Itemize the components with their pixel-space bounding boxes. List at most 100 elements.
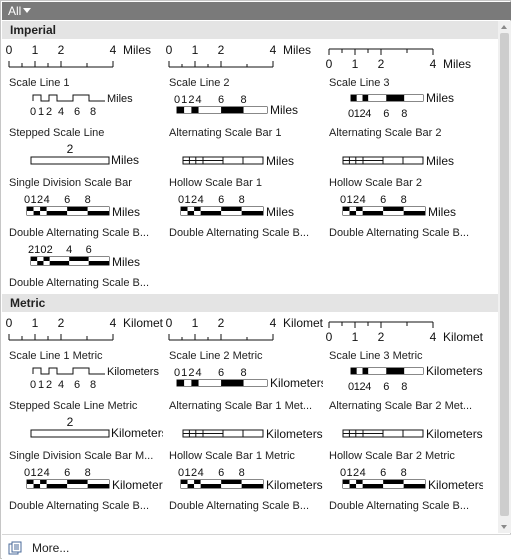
tick-label: 8 <box>401 108 407 120</box>
tick-label: 6 <box>218 367 224 379</box>
tick-label: 0 <box>326 57 333 71</box>
scale-bar-item-label: Double Alternating Scale B... <box>169 227 310 239</box>
tick-label: 2 <box>191 467 197 479</box>
scale-bar-item[interactable]: 0 1 2 4 Miles Scale Line 2 <box>165 41 323 91</box>
tick-label: 2 <box>58 43 65 57</box>
tick-label: 1 <box>34 244 40 256</box>
tick-label: 6 <box>380 194 386 206</box>
scale-bar-item[interactable]: 0 1 2 4 Miles Scale Line 3 <box>325 41 483 91</box>
scale-bar-item-label: Hollow Scale Bar 2 Metric <box>329 450 455 462</box>
scale-bar-item-label: Alternating Scale Bar 1 <box>169 127 282 139</box>
tick-label: 4 <box>196 94 202 106</box>
scale-bar-item[interactable]: Miles Hollow Scale Bar 1 <box>165 141 323 191</box>
tick-label: 8 <box>239 194 245 206</box>
tick-label: 4 <box>58 379 64 391</box>
scale-bar-item[interactable]: 0 1 2 4 6 8 Miles Alternating Scale Bar 2 <box>325 91 483 141</box>
tick-label: 8 <box>401 381 407 393</box>
scale-bar-item[interactable]: 0 1 2 4 6 8 Miles Alternating Scale Bar 1 <box>165 91 323 141</box>
scale-bar-item[interactable]: 0 1 2 4 Kilometers Scale Line 2 Metric <box>165 314 323 364</box>
tick-label: 6 <box>86 244 92 256</box>
scale-bar-preview: Kilometers <box>182 427 323 441</box>
scale-bar-preview: 2 Kilometers <box>30 415 163 440</box>
tick-label: 2 <box>46 106 52 118</box>
tick-label: 2 <box>188 367 194 379</box>
scale-bar-preview: 0 1 2 4 6 8 Miles <box>178 194 294 219</box>
scale-bar-item[interactable]: 2 1 0 2 4 6 Miles Double Alternating Scale B... <box>5 241 163 291</box>
scale-bar-item[interactable]: 0 1 2 4 6 8 Miles Double Alternating Scale B... <box>5 191 163 241</box>
tick-label: 8 <box>401 194 407 206</box>
scale-bar-item[interactable]: 0 1 2 4 6 8 Miles Double Alternating Scale B... <box>165 191 323 241</box>
tick-label: Miles <box>426 154 454 168</box>
scroll-up-button[interactable] <box>498 21 511 33</box>
tick-label: 2 <box>28 244 34 256</box>
scale-bar-item[interactable]: 0 1 2 4 Kilometers Scale Line 1 Metric <box>5 314 163 364</box>
scale-bar-item[interactable]: 2 Miles Single Division Scale Bar <box>5 141 163 191</box>
scroll-down-button[interactable] <box>498 521 511 533</box>
tick-label: 2 <box>67 415 74 429</box>
tick-label: 0 <box>174 367 180 379</box>
scale-bar-item[interactable]: Miles Hollow Scale Bar 2 <box>325 141 483 191</box>
tick-label: 1 <box>181 94 187 106</box>
scale-bar-item[interactable]: 0 1 2 4 6 8 Miles Double Alternating Scale B... <box>325 191 483 241</box>
more-button[interactable]: More... <box>8 539 69 557</box>
scale-bar-item[interactable] <box>5 514 163 533</box>
scale-bar-item-label: Double Alternating Scale B... <box>9 227 150 239</box>
scale-bar-preview: 0 1 2 4 6 8 Miles <box>24 194 140 219</box>
tick-label: 4 <box>430 330 437 344</box>
scale-bar-item[interactable]: Miles 0 1 2 4 6 8 Stepped Scale Line <box>5 91 163 141</box>
tick-label: 4 <box>110 316 117 330</box>
tick-label: 0 <box>24 194 30 206</box>
tick-label: 2 <box>218 43 225 57</box>
scale-bar-item[interactable]: Kilometers Hollow Scale Bar 1 Metric <box>165 414 323 464</box>
scale-bar-item-label: Hollow Scale Bar 1 Metric <box>169 450 295 462</box>
scale-bar-item-label: Single Division Scale Bar <box>9 177 132 189</box>
tick-label: 2 <box>378 57 385 71</box>
tick-label: 8 <box>90 379 96 391</box>
scale-bar-item-label: Stepped Scale Line Metric <box>9 400 138 412</box>
scale-bar-preview: 0 1 2 4 Kilometers <box>6 316 163 341</box>
scale-bar-item[interactable]: 0 1 2 4 6 8 Kilometers Alternating Scale Bar 2 … <box>325 364 483 414</box>
section-header-metric: Metric <box>2 294 498 312</box>
tick-label: 1 <box>30 467 36 479</box>
tick-label: 4 <box>44 194 50 206</box>
scroll-thumb[interactable] <box>500 33 509 516</box>
tick-label: 6 <box>218 194 224 206</box>
scale-bar-item[interactable]: Kilometers Hollow Scale Bar 2 Metric <box>325 414 483 464</box>
scale-bar-item[interactable]: 0 1 2 4 Kilometers Scale Line 3 Metric <box>325 314 483 364</box>
tick-label: Miles <box>270 103 298 117</box>
tick-label: 0 <box>178 194 184 206</box>
chevron-down-icon <box>23 8 32 13</box>
scale-bar-item[interactable]: 0 1 2 4 Miles Scale Line 1 <box>5 41 163 91</box>
tick-label: 2 <box>67 142 74 156</box>
tick-label: 6 <box>74 106 80 118</box>
scale-bar-preview: 0 1 2 4 Kilometers <box>326 321 483 344</box>
scale-bar-item-label: Stepped Scale Line <box>9 127 105 139</box>
tick-label: 8 <box>239 467 245 479</box>
tick-label: Miles <box>107 93 133 105</box>
filter-dropdown[interactable]: All <box>8 4 32 18</box>
scale-bar-preview: Miles <box>182 154 294 168</box>
tick-label: Miles <box>123 43 151 57</box>
scale-bar-item[interactable]: 0 1 2 4 6 8 Kilometers Alternating Scale Bar 1 … <box>165 364 323 414</box>
tick-label: 0 <box>40 244 46 256</box>
vertical-scrollbar[interactable] <box>498 21 511 533</box>
section-header-imperial: Imperial <box>2 21 498 39</box>
tick-label: 1 <box>352 57 359 71</box>
tick-label: 8 <box>85 467 91 479</box>
tick-label: 2 <box>359 381 365 393</box>
tick-label: 6 <box>64 467 70 479</box>
tick-label: 0 <box>6 316 13 330</box>
tick-label: 0 <box>24 467 30 479</box>
scale-bar-item-label: Scale Line 1 Metric <box>9 350 103 362</box>
tick-label: 6 <box>380 467 386 479</box>
tick-label: 2 <box>58 316 65 330</box>
scale-bar-item[interactable]: Kilometers 0 1 2 4 6 8 Stepped Scale Line Metri… <box>5 364 163 414</box>
scale-bar-item[interactable]: 2 Kilometers Single Division Scale Bar M..… <box>5 414 163 464</box>
tick-label: 4 <box>270 43 277 57</box>
